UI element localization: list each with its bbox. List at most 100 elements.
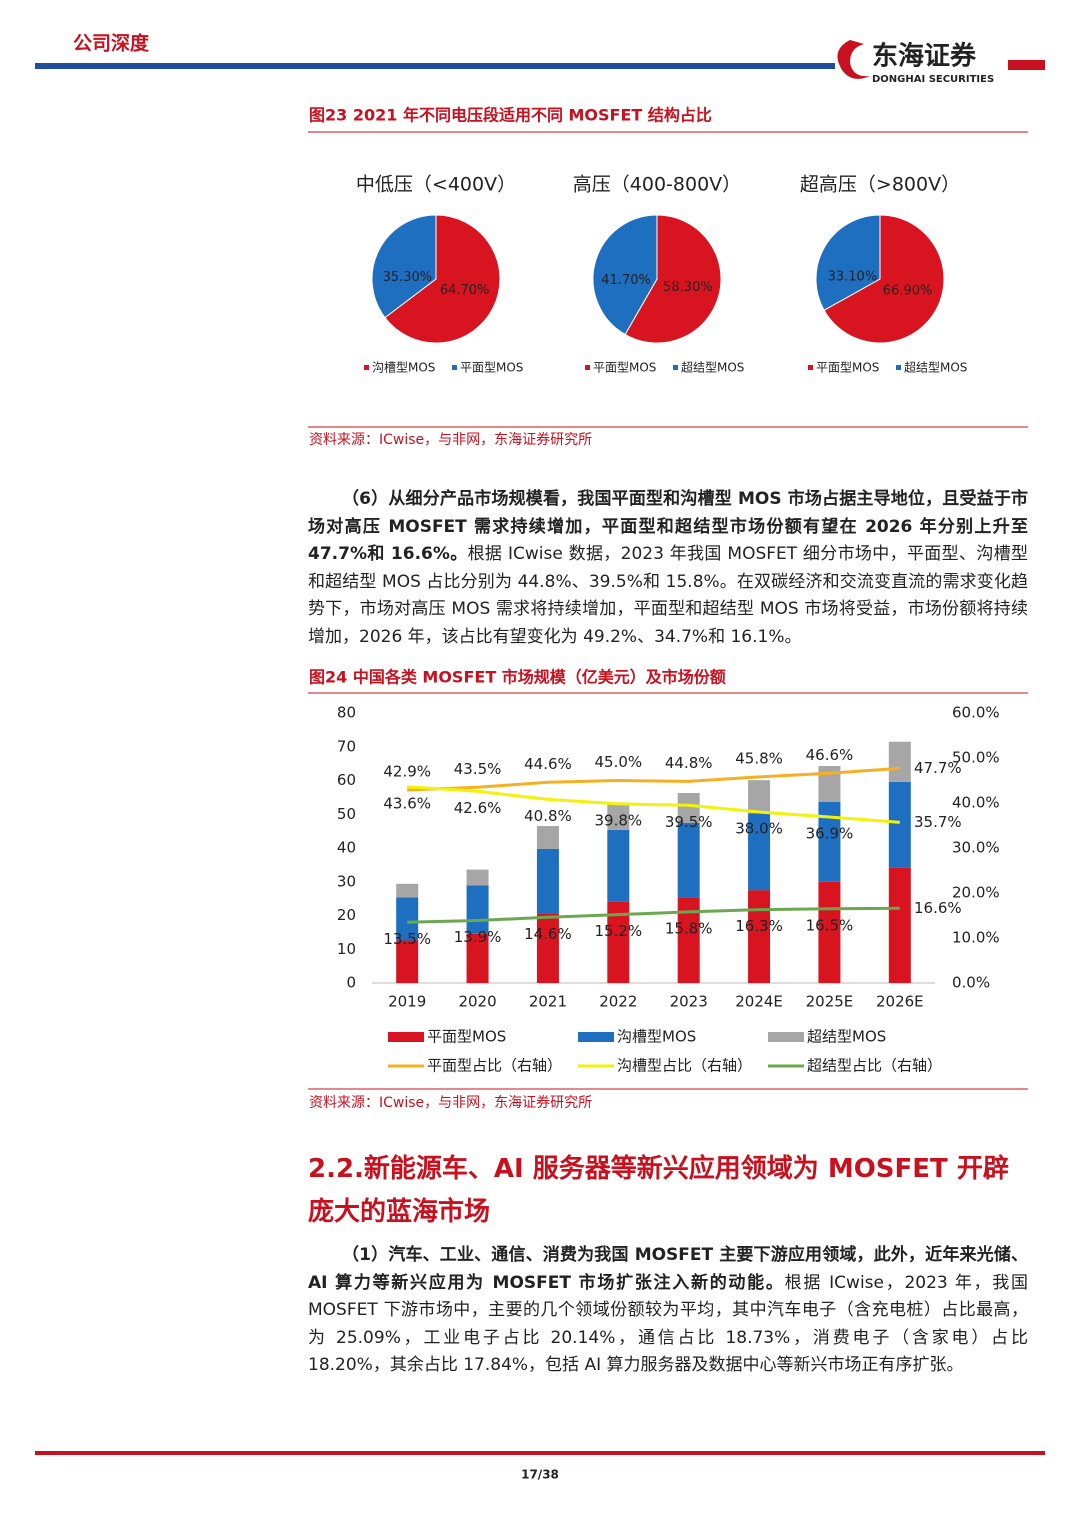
y-tick-label: 0 bbox=[346, 974, 356, 992]
brand-en: DONGHAI SECURITIES bbox=[872, 74, 994, 85]
legend-label: 平面型占比（右轴） bbox=[427, 1057, 562, 1075]
bar-segment bbox=[607, 829, 630, 902]
y-tick-label: 60 bbox=[337, 771, 356, 789]
header-bar bbox=[35, 63, 835, 69]
legend-label: 平面型MOS bbox=[593, 361, 656, 375]
y2-tick-label: 40.0% bbox=[952, 794, 1000, 812]
legend-marker bbox=[388, 1032, 424, 1042]
bar-segment bbox=[396, 940, 419, 983]
data-label: 39.8% bbox=[594, 811, 642, 829]
data-label: 16.6% bbox=[914, 899, 962, 917]
bar-segment bbox=[748, 780, 771, 814]
figure-source: 资料来源：ICwise，与非网，东海证券研究所 bbox=[309, 1095, 592, 1111]
y-tick-label: 20 bbox=[337, 906, 356, 924]
pie-slice bbox=[624, 214, 722, 344]
data-label: 35.7% bbox=[914, 813, 962, 831]
legend-marker bbox=[578, 1032, 614, 1042]
bar-segment bbox=[677, 792, 700, 824]
paragraph: （6）从细分产品市场规模看，我国平面型和沟槽型 MOS 市场占据主导地位，且受益… bbox=[308, 486, 1028, 652]
data-label: 44.6% bbox=[524, 755, 572, 773]
legend-marker bbox=[768, 1032, 804, 1042]
paragraph-bold: （1）汽车、工业、通信、消费为我国 MOSFET 主要下游应用领域，此外，近年来… bbox=[308, 1245, 1028, 1293]
x-tick-label: 2023 bbox=[670, 993, 708, 1011]
data-label: 47.7% bbox=[914, 759, 962, 777]
pie-value-label: 64.70% bbox=[440, 283, 490, 298]
legend-marker bbox=[585, 365, 590, 370]
data-label: 15.2% bbox=[594, 922, 642, 940]
legend-label: 超结型占比（右轴） bbox=[807, 1057, 942, 1075]
bar-segment bbox=[677, 897, 700, 983]
y2-tick-label: 10.0% bbox=[952, 929, 1000, 947]
data-label: 36.9% bbox=[806, 824, 854, 842]
x-tick-label: 2022 bbox=[599, 993, 637, 1011]
brand: 东海证券 bbox=[872, 41, 977, 72]
bar-segment bbox=[536, 849, 559, 914]
data-label: 45.8% bbox=[735, 749, 783, 767]
data-label: 40.8% bbox=[524, 807, 572, 825]
bar-segment bbox=[396, 883, 419, 898]
y2-tick-label: 30.0% bbox=[952, 839, 1000, 857]
line bbox=[407, 785, 900, 824]
bar-segment bbox=[536, 913, 559, 983]
legend-marker bbox=[896, 365, 901, 370]
data-label: 46.6% bbox=[806, 746, 854, 764]
data-label: 13.9% bbox=[454, 928, 502, 946]
legend-marker bbox=[808, 365, 813, 370]
legend-label: 超结型MOS bbox=[904, 360, 967, 375]
bar-segment bbox=[677, 823, 700, 898]
data-label: 43.6% bbox=[383, 794, 431, 812]
x-tick-label: 2021 bbox=[529, 993, 567, 1011]
data-label: 44.8% bbox=[665, 754, 713, 772]
bar-segment bbox=[888, 741, 911, 782]
x-tick-label: 2020 bbox=[458, 993, 496, 1011]
pie-value-label: 41.70% bbox=[601, 273, 651, 288]
pie-title: 超高压（>800V） bbox=[800, 174, 960, 196]
legend-marker bbox=[364, 365, 369, 370]
page-number: 17/38 bbox=[521, 1468, 559, 1482]
bar-segment bbox=[607, 901, 630, 983]
data-label: 45.0% bbox=[594, 753, 642, 771]
data-label: 15.8% bbox=[665, 919, 713, 937]
paragraph-text: 根据 ICwise，2023 年，我国 MOSFET 下游市场中，主要的几个领域… bbox=[308, 1272, 1029, 1376]
line bbox=[407, 766, 900, 792]
x-tick-label: 2025E bbox=[806, 993, 854, 1011]
data-label: 38.0% bbox=[735, 820, 783, 838]
figure-source: 资料来源：ICwise，与非网，东海证券研究所 bbox=[309, 432, 592, 448]
header-bar-red bbox=[1008, 60, 1045, 70]
y-tick-label: 50 bbox=[337, 805, 356, 823]
bar-segment bbox=[466, 885, 489, 934]
pie-value-label: 35.30% bbox=[383, 270, 433, 285]
data-label: 16.5% bbox=[806, 916, 854, 934]
data-label: 13.5% bbox=[383, 930, 431, 948]
bar-segment bbox=[466, 869, 489, 886]
data-label: 42.6% bbox=[454, 799, 502, 817]
legend-label: 平面型MOS bbox=[427, 1028, 506, 1046]
x-tick-label: 2026E bbox=[876, 993, 924, 1011]
legend-label: 沟槽型MOS bbox=[372, 361, 435, 375]
legend-marker bbox=[452, 365, 457, 370]
data-label: 14.6% bbox=[524, 925, 572, 943]
bar-segment bbox=[888, 781, 911, 868]
pie-value-label: 33.10% bbox=[828, 269, 878, 284]
pie-value-label: 66.90% bbox=[883, 284, 933, 299]
legend-label: 沟槽型MOS bbox=[617, 1028, 696, 1046]
y-tick-label: 80 bbox=[337, 704, 356, 722]
pie-slice bbox=[592, 214, 658, 336]
pie-title: 中低压（<400V） bbox=[356, 174, 516, 196]
paragraph: （1）汽车、工业、通信、消费为我国 MOSFET 主要下游应用领域，此外，近年来… bbox=[308, 1242, 1028, 1380]
legend-label: 超结型MOS bbox=[807, 1028, 886, 1046]
y2-tick-label: 0.0% bbox=[952, 974, 990, 992]
x-tick-label: 2024E bbox=[735, 993, 783, 1011]
bar-segment bbox=[748, 813, 771, 891]
bar-segment bbox=[607, 802, 630, 830]
pie-slice bbox=[815, 214, 881, 311]
logo bbox=[837, 40, 870, 79]
bar-segment bbox=[818, 881, 841, 983]
line bbox=[407, 906, 900, 924]
data-label: 43.5% bbox=[454, 760, 502, 778]
pie-title: 高压（400-800V） bbox=[573, 174, 741, 196]
y-tick-label: 40 bbox=[337, 839, 356, 857]
header-section: 公司深度 bbox=[73, 32, 150, 55]
